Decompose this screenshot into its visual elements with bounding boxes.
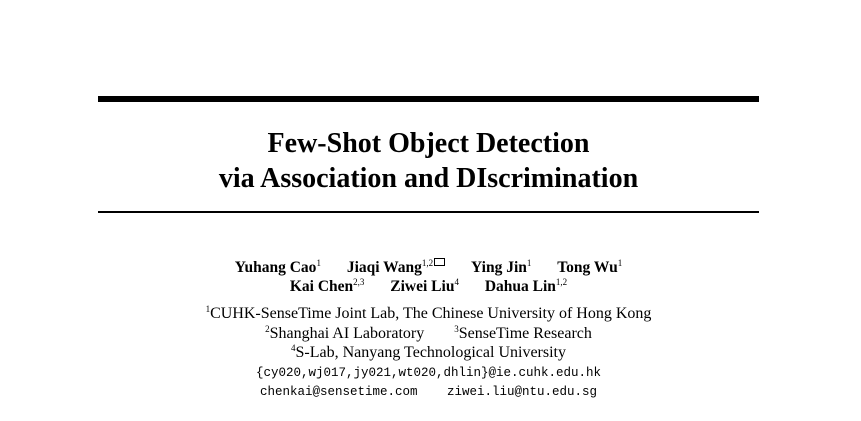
envelope-icon [434, 258, 446, 266]
top-rule [98, 96, 759, 102]
affiliation: 2Shanghai AI Laboratory [265, 323, 425, 342]
author: Yuhang Cao1 [234, 258, 321, 277]
email: chenkai@sensetime.com [259, 385, 418, 399]
title-line-2: via Association and DIscrimination [218, 163, 639, 194]
author: Dahua Lin1,2 [484, 277, 568, 296]
title-rule [98, 211, 759, 213]
paper-title: Few-Shot Object Detection via Associatio… [98, 126, 759, 196]
author: Tong Wu1 [557, 258, 623, 277]
email-list: {cy020,wj017,jy021,wt020,dhlin}@ie.cuhk.… [98, 364, 759, 402]
affiliation: 4S-Lab, Nanyang Technological University [290, 343, 566, 362]
affiliation: 1CUHK-SenseTime Joint Lab, The Chinese U… [205, 304, 652, 323]
affiliation-list: 1CUHK-SenseTime Joint Lab, The Chinese U… [98, 304, 759, 363]
affiliation: 3SenseTime Research [454, 323, 592, 342]
title-line-1: Few-Shot Object Detection [267, 128, 590, 159]
author: Kai Chen2,3 [289, 277, 365, 296]
author: Ying Jin1 [471, 258, 532, 277]
author-list: Yuhang Cao1 Jiaqi Wang1,2 Ying Jin1 Tong… [98, 258, 759, 296]
author: Jiaqi Wang1,2 [347, 258, 446, 276]
author: Ziwei Liu4 [390, 277, 459, 296]
email: {cy020,wj017,jy021,wt020,dhlin}@ie.cuhk.… [255, 366, 602, 380]
email: ziwei.liu@ntu.edu.sg [447, 385, 598, 399]
